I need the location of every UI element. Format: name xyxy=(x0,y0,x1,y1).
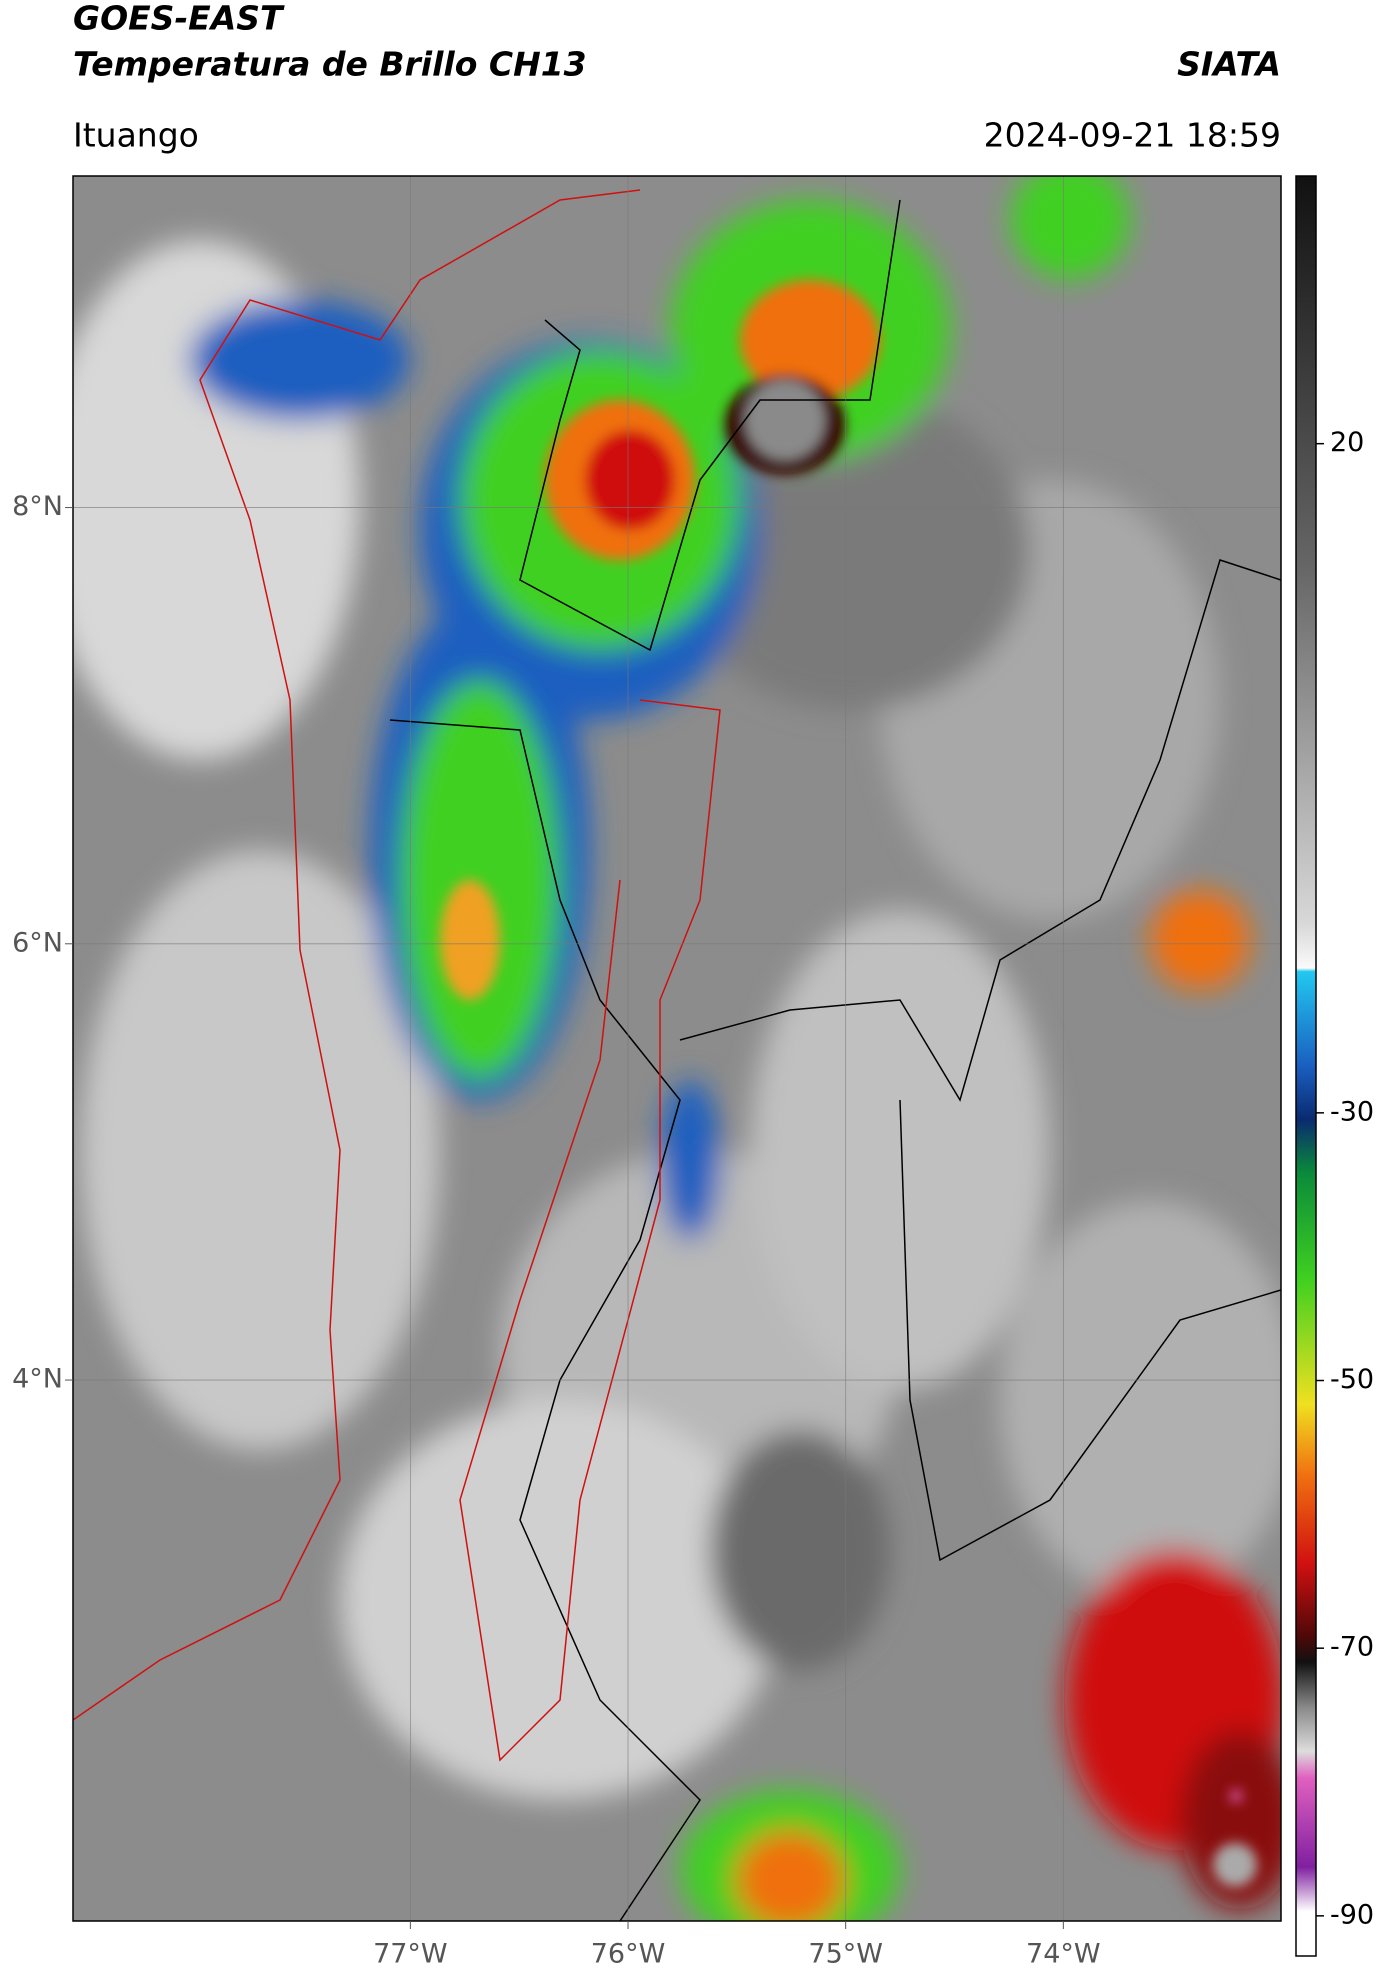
colorbar-tick-label: -30 xyxy=(1330,1096,1374,1127)
satellite-title: GOES-EAST xyxy=(73,0,285,38)
lon-tick-label: 75°W xyxy=(808,1939,883,1970)
lon-tick-label: 77°W xyxy=(373,1939,448,1970)
lon-tick-label: 74°W xyxy=(1026,1939,1101,1970)
lat-tick-label: 4°N xyxy=(12,1364,63,1395)
grid xyxy=(73,176,1281,1921)
colorbar-tick-label: -90 xyxy=(1330,1899,1374,1930)
satellite-image xyxy=(73,176,1281,1921)
source: SIATA xyxy=(1177,45,1281,84)
lat-tick-label: 6°N xyxy=(12,927,63,958)
datetime: 2024-09-21 18:59 xyxy=(984,116,1281,155)
colorbar-tick-label: -50 xyxy=(1330,1364,1374,1395)
region: Ituango xyxy=(73,116,199,155)
colorbar xyxy=(1295,175,1317,1957)
map-frame xyxy=(72,175,1282,1922)
colorbar-tick-label: 20 xyxy=(1330,427,1364,458)
colorbar-tick-label: -70 xyxy=(1330,1632,1374,1663)
lat-tick-label: 8°N xyxy=(12,491,63,522)
product-title: Temperatura de Brillo CH13 xyxy=(73,45,587,84)
lon-tick-label: 76°W xyxy=(591,1939,666,1970)
